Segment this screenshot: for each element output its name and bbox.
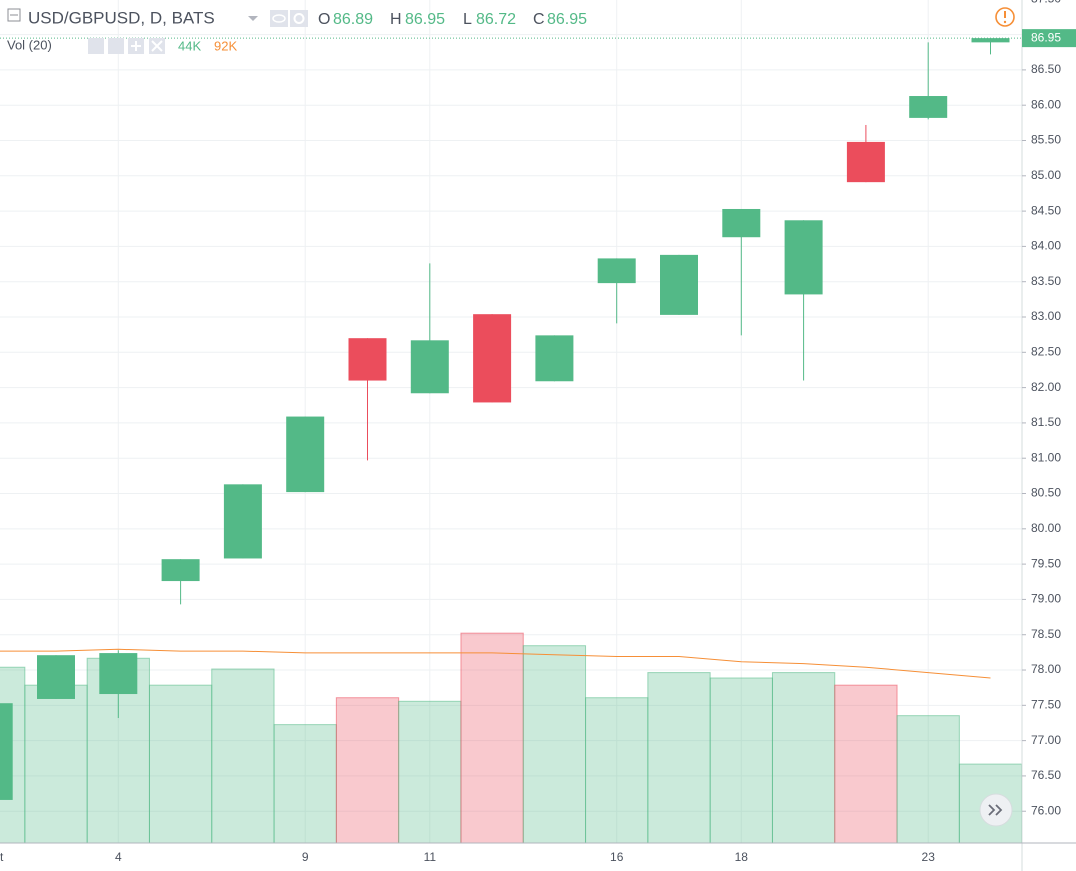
x-tick-label: 9 — [302, 850, 309, 864]
y-tick-label: 86.00 — [1031, 97, 1061, 111]
y-tick-label: 81.50 — [1031, 415, 1061, 429]
candle-body — [784, 220, 823, 295]
scroll-arrows — [988, 804, 1003, 816]
x-tick-label: 4 — [115, 850, 122, 864]
x-tick-label: 23 — [922, 850, 936, 864]
y-tick-label: 78.00 — [1031, 662, 1061, 676]
y-tick-label: 87.50 — [1031, 0, 1061, 5]
y-tick-label: 82.00 — [1031, 380, 1061, 394]
last-price-tag — [1022, 29, 1076, 48]
volume-bar — [24, 684, 88, 843]
candle-body — [348, 338, 387, 381]
open-label: O — [318, 11, 330, 28]
y-tick-label: 76.50 — [1031, 768, 1061, 782]
open-value: 86.89 — [333, 11, 373, 28]
volume-bar — [709, 677, 773, 843]
candle-body — [99, 653, 138, 695]
y-tick-label: 83.50 — [1031, 274, 1061, 288]
volume-bar — [460, 632, 524, 843]
y-tick-label: 76.00 — [1031, 803, 1061, 817]
candle-body — [846, 141, 885, 183]
candle-body — [410, 340, 449, 394]
y-tick-label: 80.00 — [1031, 521, 1061, 535]
plot-area — [0, 37, 1022, 843]
eye-icon — [272, 14, 286, 23]
y-tick-label: 81.00 — [1031, 450, 1061, 464]
volume-bar — [148, 684, 213, 843]
high-value: 86.95 — [405, 11, 445, 28]
y-tick-label: 77.00 — [1031, 733, 1061, 747]
scroll-realtime-button[interactable] — [979, 793, 1013, 827]
x-tick-label: 18 — [735, 850, 749, 864]
candle-body — [0, 703, 13, 800]
y-tick-label: 83.00 — [1031, 309, 1061, 323]
vol-eye-button[interactable] — [88, 38, 104, 54]
vol-settings-button[interactable] — [108, 38, 124, 54]
y-tick-label: 79.00 — [1031, 592, 1061, 606]
volume-bar — [585, 697, 649, 843]
volume-bar — [335, 697, 400, 843]
volume-bar — [211, 668, 275, 843]
y-tick-label: 80.50 — [1031, 486, 1061, 500]
x-tick-label: t — [0, 850, 4, 864]
candle-body — [473, 314, 512, 403]
symbol-dropdown[interactable] — [248, 16, 258, 21]
warning-icon[interactable] — [995, 7, 1015, 27]
y-tick-label: 78.50 — [1031, 627, 1061, 641]
volume-value: 44K — [178, 38, 201, 53]
close-label: C — [533, 11, 545, 28]
volume-bar — [896, 715, 960, 843]
candle-body — [909, 96, 948, 118]
collapse-icon[interactable] — [7, 8, 21, 22]
volume-bar — [771, 672, 836, 843]
warning-icon-dot — [1003, 20, 1007, 24]
volume-indicator-name[interactable]: Vol (20) — [7, 37, 52, 52]
y-tick-label: 77.50 — [1031, 697, 1061, 711]
volume-ma-value: 92K — [214, 38, 237, 53]
volume-ma-line — [0, 648, 991, 679]
y-tick-label: 84.50 — [1031, 203, 1061, 217]
plus-icon — [131, 41, 141, 51]
candle-body — [535, 335, 574, 382]
eye-button[interactable] — [270, 10, 288, 27]
candle-body — [597, 258, 636, 284]
settings-button[interactable] — [290, 10, 308, 27]
y-tick-label: 85.00 — [1031, 168, 1061, 182]
candle-body — [223, 484, 262, 559]
close-value: 86.95 — [547, 11, 587, 28]
overlay-layer: 86.95 — [1022, 29, 1076, 48]
y-tick-label: 85.50 — [1031, 133, 1061, 147]
candle-body — [660, 254, 698, 315]
y-tick-label: 82.50 — [1031, 344, 1061, 358]
volume-bar — [647, 672, 711, 843]
volume-bar — [398, 700, 462, 843]
candle-body — [161, 559, 200, 582]
symbol-title[interactable]: USD/GBPUSD, D, BATS — [28, 8, 215, 27]
header: USD/GBPUSD, D, BATS O 86.89 H 86.95 L 86… — [7, 8, 587, 54]
candle-body — [37, 655, 75, 699]
x-tick-label: 11 — [424, 850, 437, 864]
volume-bar — [522, 645, 587, 843]
last-price-label: 86.95 — [1031, 30, 1061, 44]
candle-body — [971, 38, 1010, 43]
y-tick-label: 79.50 — [1031, 556, 1061, 570]
low-label: L — [463, 11, 472, 28]
low-value: 86.72 — [476, 11, 516, 28]
y-tick-label: 86.50 — [1031, 62, 1061, 76]
volume-bar — [834, 684, 898, 843]
high-label: H — [390, 11, 402, 28]
close-icon — [151, 40, 163, 52]
x-tick-label: 16 — [610, 850, 624, 864]
candle-body — [722, 208, 761, 238]
volume-bar — [273, 724, 337, 843]
gear-icon — [293, 13, 305, 24]
y-tick-label: 84.00 — [1031, 239, 1061, 253]
candle-body — [286, 416, 325, 493]
